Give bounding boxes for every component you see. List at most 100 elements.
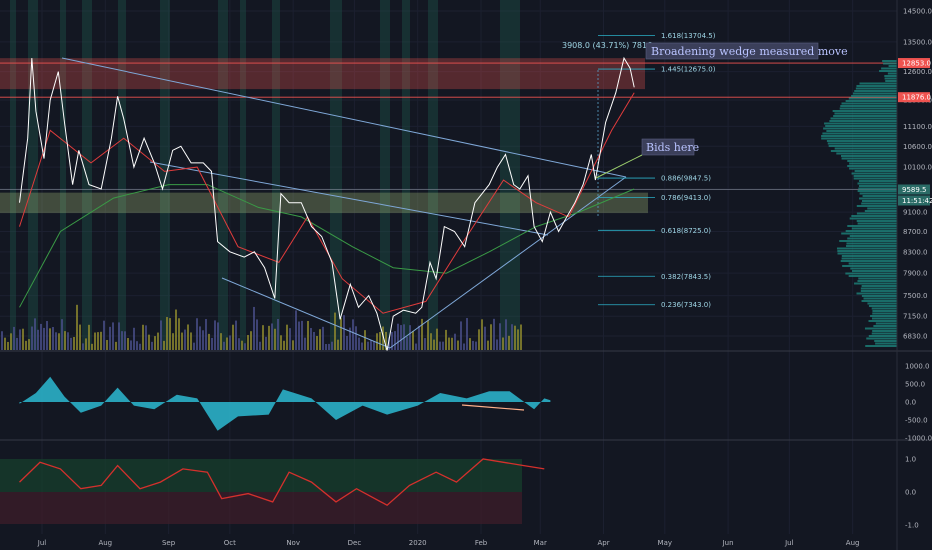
volume-profile-bar [862, 195, 897, 197]
volume-bar [277, 318, 279, 350]
volume-bar [91, 343, 93, 350]
y-tick-label-8: 9100.0 [903, 209, 928, 217]
volume-bar [121, 331, 123, 350]
volume-bar [127, 338, 129, 350]
annotation-measured-move[interactable]: Broadening wedge measured move [645, 42, 848, 60]
volume-bar [103, 320, 105, 350]
x-tick-label-11: Jun [722, 539, 734, 547]
volume-profile-bar [840, 260, 897, 262]
volume-bar [451, 337, 453, 350]
annotation-measured-move-text: Broadening wedge measured move [651, 45, 848, 58]
volume-bar [493, 318, 495, 350]
volume-profile-bar [827, 142, 897, 145]
volume-bar [361, 342, 363, 350]
volume-profile-bar [834, 112, 897, 115]
volume-bar [466, 318, 468, 350]
highlight-column-7 [240, 0, 246, 350]
momentum-axis: 1.0 0.0 -1.0 [905, 456, 919, 530]
volume-bar [262, 325, 264, 350]
volume-profile-bar [888, 65, 897, 67]
volume-bar [424, 338, 426, 350]
volume-bar [331, 341, 333, 350]
volume-bar [496, 339, 498, 350]
volume-bar [88, 324, 90, 350]
volume-bar [499, 323, 501, 350]
volume-profile-bar [849, 217, 897, 220]
volume-bar [328, 343, 330, 350]
volume-bar [46, 321, 48, 350]
volume-bar [448, 337, 450, 350]
volume-profile-bar [854, 90, 897, 92]
volume-profile-bar [857, 182, 897, 185]
highlight-column-13 [500, 0, 520, 350]
volume-bar [367, 341, 369, 350]
volume-profile-bar [862, 200, 897, 202]
volume-profile-bar [845, 272, 897, 275]
volume-profile-bar [858, 187, 897, 190]
volume-profile-bar [841, 257, 897, 260]
volume-bar [436, 328, 438, 350]
x-tick-label-4: Nov [286, 539, 300, 547]
volume-profile-bar [854, 282, 897, 285]
volume-bar [322, 326, 324, 350]
osc-tick-label-3: -500.0 [905, 417, 928, 425]
volume-profile-bar [821, 137, 897, 140]
volume-bar [208, 333, 210, 350]
volume-bar [412, 331, 414, 350]
volume-profile-bar [853, 177, 897, 180]
wedge-lower-right-line [389, 176, 627, 349]
volume-profile-bar [848, 262, 897, 265]
volume-profile-bar [826, 130, 897, 132]
volume-bar [442, 341, 444, 350]
volume-bar [82, 343, 84, 350]
volume-bar [256, 319, 258, 350]
highlight-column-4 [118, 0, 126, 350]
y-tick-label-10: 8300.0 [903, 248, 928, 256]
volume-profile-bar [852, 270, 897, 272]
volume-profile-bar [834, 147, 897, 150]
volume-profile-bar [856, 212, 897, 215]
volume-profile-bar [859, 192, 897, 195]
highlight-column-11 [402, 0, 410, 350]
volume-bar [157, 332, 159, 350]
volume-profile-bar [855, 87, 897, 90]
volume-profile-bar [836, 152, 897, 155]
volume-profile-bar [841, 155, 897, 157]
volume-bar [250, 331, 252, 350]
volume-profile-bar [846, 245, 897, 247]
volume-bar [118, 322, 120, 350]
volume-bar [373, 341, 375, 350]
y-tick-label-5: 10600.0 [903, 143, 932, 151]
volume-bar [97, 332, 99, 350]
price-zones [0, 58, 897, 214]
wedge-lower-left-line [221, 277, 391, 349]
volume-bar [223, 341, 225, 350]
volume-bar [340, 318, 342, 350]
volume-bar [268, 325, 270, 350]
volume-bar [427, 320, 429, 350]
volume-profile-bar [871, 332, 897, 335]
fib-label-1: 1.445(12675.0) [661, 66, 716, 74]
volume-profile-bar [874, 340, 897, 342]
volume-profile-bar [864, 327, 897, 330]
annotation-bids[interactable]: Bids here [595, 138, 699, 179]
volume-profile-bar [868, 335, 897, 337]
volume-bar [19, 329, 21, 350]
volume-bar [313, 331, 315, 350]
volume-bar [265, 336, 267, 350]
volume-profile-bar [851, 227, 897, 230]
volume-bar [244, 343, 246, 350]
volume-profile-bar [857, 190, 897, 192]
volume-bar [175, 309, 177, 350]
annotation-bids-connector [595, 154, 643, 179]
volume-profile-bar [851, 215, 897, 217]
x-tick-label-13: Aug [846, 539, 860, 547]
volume-bar [4, 337, 6, 350]
volume-bar [391, 332, 393, 350]
volume-bar [370, 340, 372, 350]
volume-bar [490, 324, 492, 350]
fib-label-3: 0.786(9413.0) [661, 194, 711, 202]
volume-bar [58, 333, 60, 350]
momentum-line [19, 458, 545, 506]
